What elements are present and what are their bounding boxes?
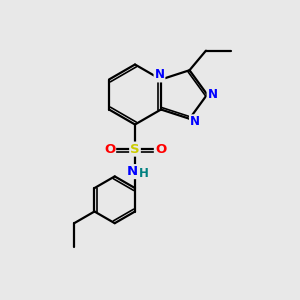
Text: S: S bbox=[130, 142, 140, 156]
Text: O: O bbox=[104, 142, 115, 156]
Text: H: H bbox=[139, 167, 148, 180]
Text: N: N bbox=[190, 115, 200, 128]
Text: N: N bbox=[154, 68, 164, 82]
Text: N: N bbox=[127, 165, 138, 178]
Text: O: O bbox=[155, 142, 166, 156]
Text: N: N bbox=[208, 88, 218, 101]
